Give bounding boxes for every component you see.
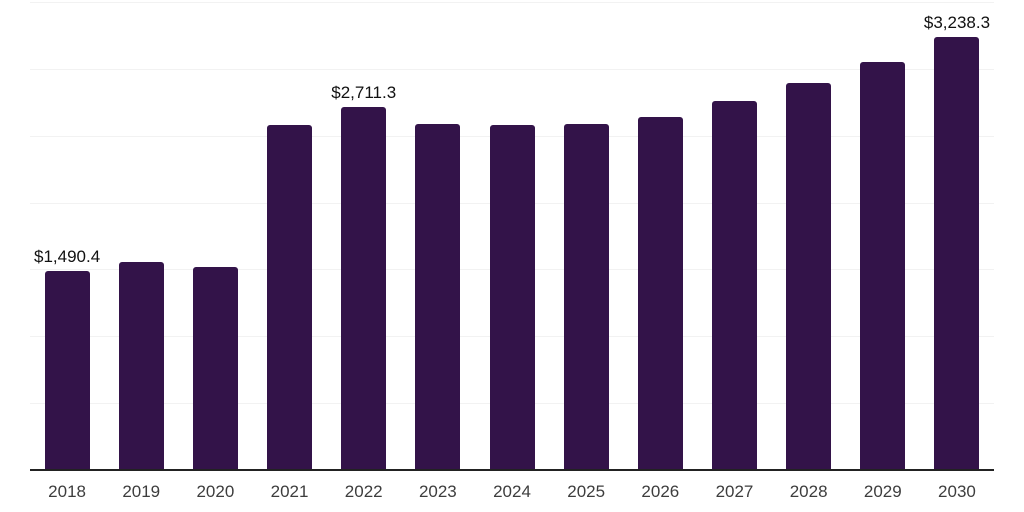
bar-2024: [489, 125, 535, 470]
gridline: [30, 68, 994, 70]
bar-2023: [415, 124, 461, 470]
bar-2030: $3,238.3: [924, 14, 990, 470]
bar-slot: [401, 2, 475, 470]
bar-value-label: $2,711.3: [331, 83, 397, 103]
bar-slot: [772, 2, 846, 470]
bar-2027: [711, 101, 757, 470]
bar-2022: $2,711.3: [331, 84, 396, 470]
gridline: [30, 2, 994, 3]
bar-slot: [549, 2, 623, 470]
bar-slot: $2,711.3: [327, 2, 401, 470]
bar-2028: [786, 83, 832, 470]
plot-area: $1,490.4 $2,711.3 $3,238.3: [30, 2, 994, 471]
x-tick-label: 2029: [863, 482, 902, 501]
x-tick-label: 2023: [418, 482, 457, 501]
bar-slot: [178, 2, 252, 470]
x-tick-label: 2022: [344, 482, 383, 501]
bar-slot: [104, 2, 178, 470]
x-tick-label: 2018: [48, 482, 86, 501]
bar-slot: [475, 2, 549, 470]
x-tick-label: 2024: [493, 482, 531, 501]
x-tick-label: 2025: [567, 482, 606, 501]
bar-2021: [267, 125, 313, 470]
bar-2026: [637, 116, 683, 470]
bar-slot: [846, 2, 920, 470]
bars: $1,490.4 $2,711.3 $3,238.3: [30, 2, 994, 470]
bar-slot: [623, 2, 697, 470]
bar-slot: [252, 2, 326, 470]
bar-slot: $3,238.3: [920, 2, 994, 470]
x-tick-label: 2021: [270, 482, 309, 501]
bar-2029: [860, 61, 906, 470]
x-tick-label: 2027: [715, 482, 754, 501]
bar-2018: $1,490.4: [34, 248, 100, 470]
x-tick-label: 2020: [196, 482, 235, 501]
bar-value-label: $1,490.4: [33, 246, 101, 266]
bar-slot: $1,490.4: [30, 2, 104, 470]
x-tick-label: 2026: [641, 482, 680, 501]
bar-value-label: $3,238.3: [923, 13, 991, 32]
x-tick-label: 2019: [122, 482, 161, 501]
bar-slot: [697, 2, 771, 470]
x-tick-label: 2028: [789, 482, 828, 501]
bar-2025: [563, 123, 609, 470]
bar-2020: [192, 266, 238, 470]
bar-2019: [118, 261, 164, 470]
x-axis-labels: 2018 2019 2020 2021 2022 2023 2024 2025 2026 2027…: [30, 482, 994, 502]
x-tick-label: 2030: [938, 482, 976, 501]
x-axis-line: [30, 469, 994, 471]
